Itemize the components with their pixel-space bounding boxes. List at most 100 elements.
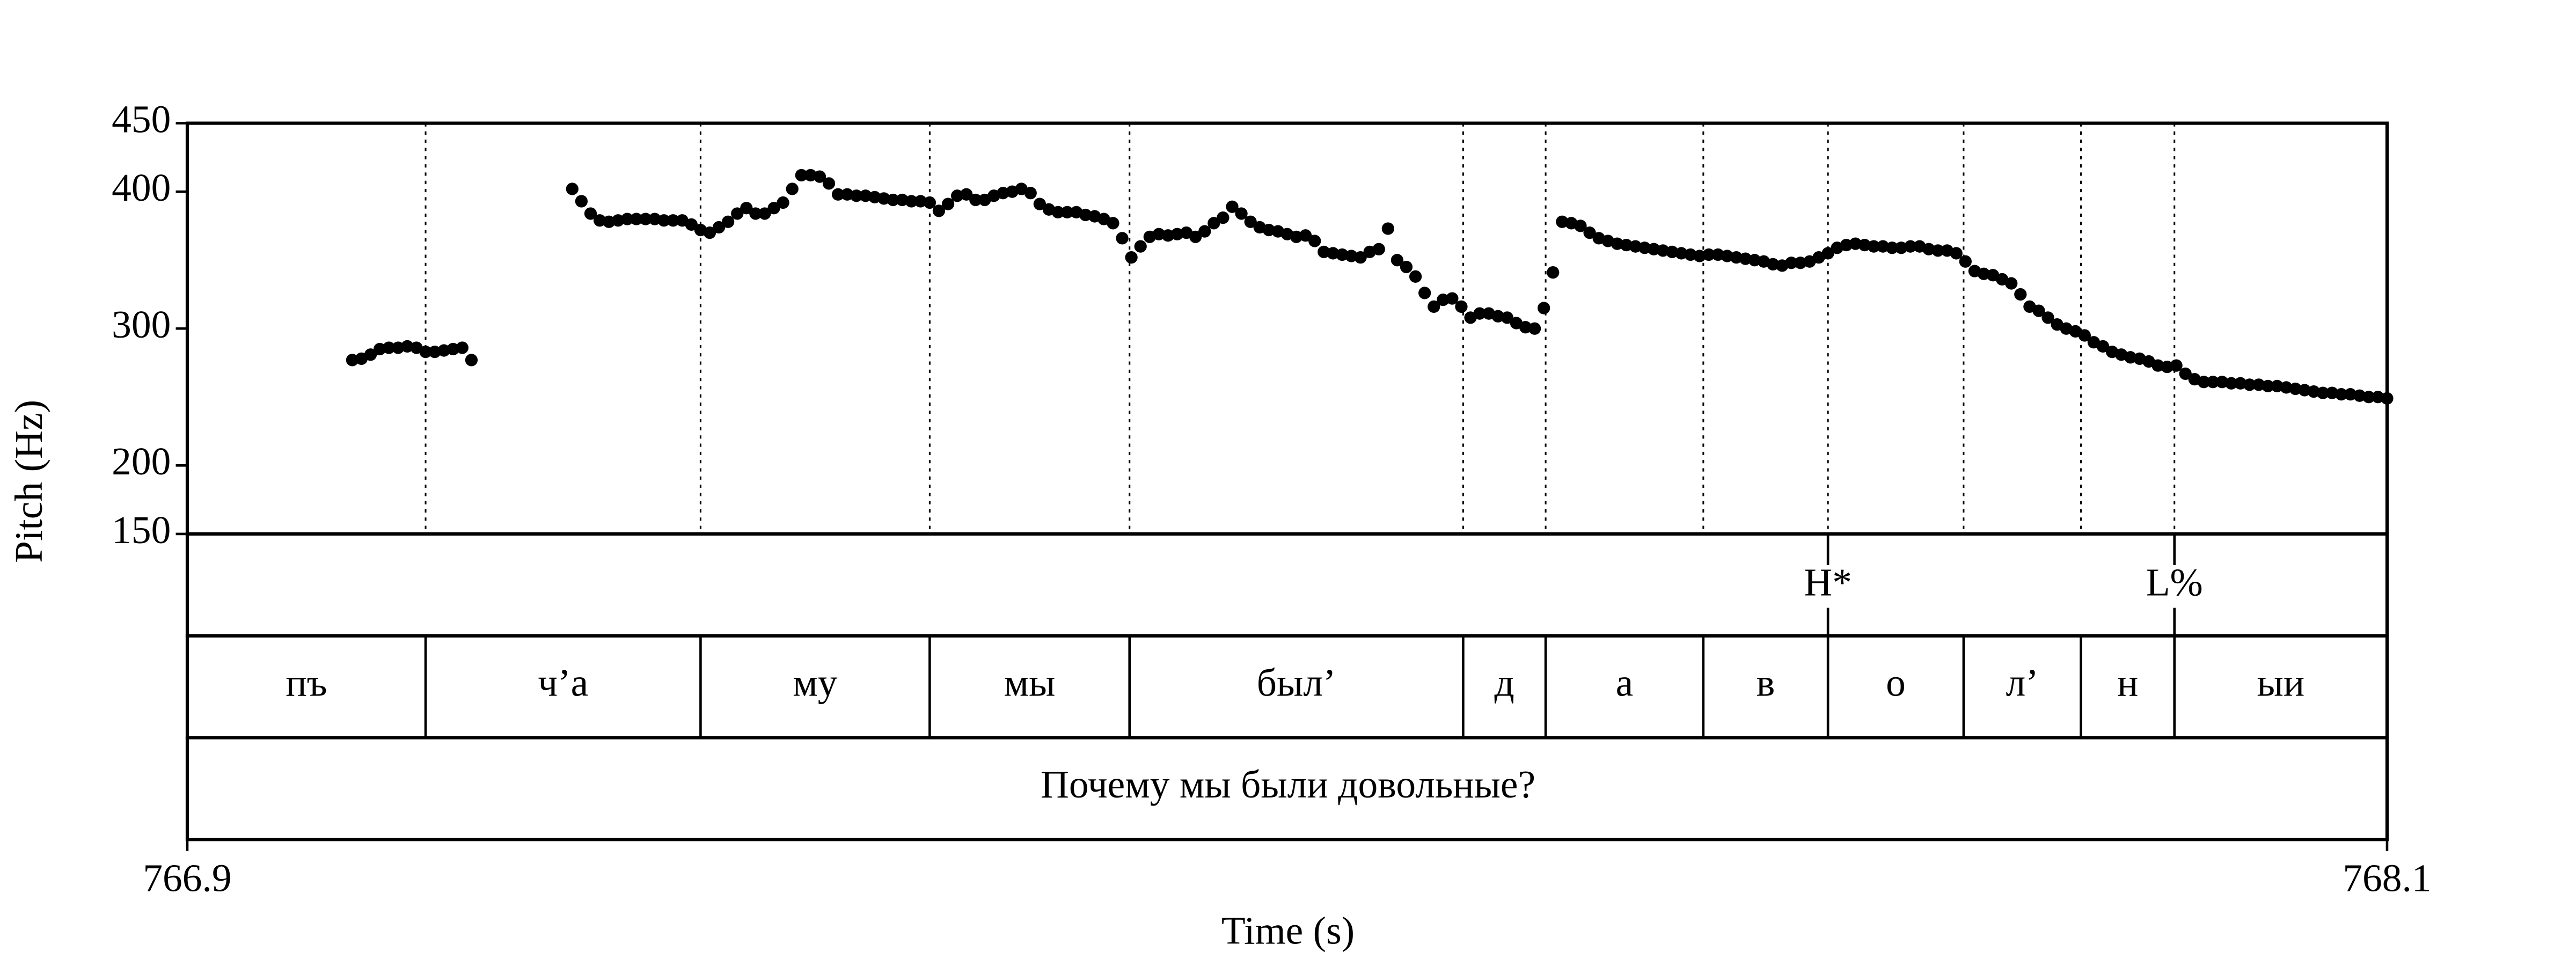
pitch-point <box>740 202 753 215</box>
pitch-point <box>731 207 744 220</box>
pitch-point <box>1381 222 1394 235</box>
pitch-point <box>648 213 661 225</box>
pitch-point <box>2325 386 2339 399</box>
segment-label: пъ <box>286 661 327 704</box>
pitch-point <box>2032 304 2045 317</box>
pitch-point <box>923 196 936 209</box>
pitch-point <box>1538 302 1550 314</box>
pitch-point <box>831 188 845 201</box>
pitch-point <box>1922 243 1935 255</box>
pitch-point <box>969 193 982 207</box>
pitch-point <box>621 213 634 225</box>
pitch-point <box>1876 240 1890 253</box>
pitch-point <box>1391 254 1404 267</box>
pitch-point <box>1693 250 1706 262</box>
segment-label: мы <box>1004 661 1056 704</box>
pitch-point <box>1657 244 1670 257</box>
segment-label: ч’а <box>538 661 588 704</box>
y-tick-label: 400 <box>112 166 171 209</box>
pitch-point <box>1318 245 1330 259</box>
segment-label: ыи <box>2257 661 2305 704</box>
pitch-point <box>1556 215 1569 228</box>
pitch-point <box>1711 248 1724 261</box>
pitch-point <box>2124 351 2137 364</box>
pitch-point <box>667 214 679 227</box>
pitch-point <box>804 169 817 182</box>
pitch-point <box>465 354 478 367</box>
pitch-point <box>1491 310 1504 323</box>
pitch-point <box>1290 230 1303 243</box>
y-tick-label: 450 <box>112 97 171 141</box>
pitch-point <box>2197 376 2211 389</box>
pitch-point <box>584 207 597 220</box>
pitch-point <box>1134 240 1147 253</box>
pitch-point <box>859 189 872 202</box>
pitch-point <box>2334 388 2348 401</box>
pitch-point <box>1867 240 1880 253</box>
pitch-point <box>786 182 799 195</box>
pitch-point <box>392 341 405 354</box>
pitch-point <box>941 197 955 210</box>
pitch-point <box>1455 300 1468 313</box>
pitch-point <box>1684 248 1697 261</box>
pitch-point <box>1116 232 1129 245</box>
pitch-point <box>2344 388 2357 401</box>
pitch-point <box>1208 217 1220 230</box>
pitch-point <box>960 188 973 201</box>
pitch-point <box>1217 211 1230 224</box>
pitch-point <box>2381 392 2394 405</box>
pitch-point <box>401 340 414 353</box>
pitch-point <box>2271 379 2284 393</box>
pitch-point <box>1519 321 1532 334</box>
pitch-point <box>2179 367 2192 380</box>
pitch-point <box>712 221 726 234</box>
pitch-point <box>374 342 386 356</box>
pitch-point <box>1400 260 1413 274</box>
pitch-point <box>1931 244 1944 257</box>
pitch-point <box>1840 239 1853 252</box>
y-axis-label: Pitch (Hz) <box>7 400 50 563</box>
pitch-point <box>575 195 588 208</box>
pitch-point <box>364 348 377 361</box>
pitch-point <box>822 177 836 190</box>
pitch-point <box>1161 229 1175 242</box>
pitch-point <box>383 341 396 354</box>
pitch-point <box>2224 377 2238 390</box>
pitch-point <box>896 193 909 207</box>
pitch-point <box>419 345 432 358</box>
pitch-point <box>1666 245 1679 259</box>
pitch-point <box>1977 267 1990 280</box>
pitch-point <box>1189 230 1202 243</box>
pitch-point <box>1794 257 1807 269</box>
pitch-point <box>813 170 826 183</box>
pitch-point <box>2307 385 2320 398</box>
pitch-point <box>758 207 771 220</box>
pitch-point <box>1730 251 1743 264</box>
pitch-point <box>1501 311 1513 324</box>
pitch-point <box>1437 294 1450 306</box>
segment-label: н <box>2117 661 2138 704</box>
pitch-point <box>2252 378 2265 391</box>
pitch-point <box>1079 208 1092 222</box>
pitch-point <box>1336 248 1349 261</box>
pitch-point <box>1244 215 1257 228</box>
pitch-point <box>1849 237 1862 250</box>
pitch-point <box>1547 266 1560 279</box>
pitch-point <box>1409 270 1422 283</box>
pitch-point <box>1060 206 1074 219</box>
segment-label: в <box>1757 661 1775 704</box>
pitch-point <box>1629 240 1642 253</box>
pitch-point <box>1372 243 1385 255</box>
pitch-point <box>1620 239 1633 252</box>
pitch-point <box>2005 277 2018 290</box>
y-tick-label: 150 <box>112 508 171 552</box>
pitch-point <box>1033 197 1046 210</box>
pitch-point <box>2234 377 2247 390</box>
pitch-point <box>346 354 359 367</box>
pitch-point <box>1107 217 1119 230</box>
pitch-point <box>1886 241 1899 254</box>
pitch-point <box>1125 251 1138 264</box>
pitch-point <box>1528 322 1541 335</box>
pitch-point <box>2215 376 2229 389</box>
pitch-point <box>437 344 450 357</box>
